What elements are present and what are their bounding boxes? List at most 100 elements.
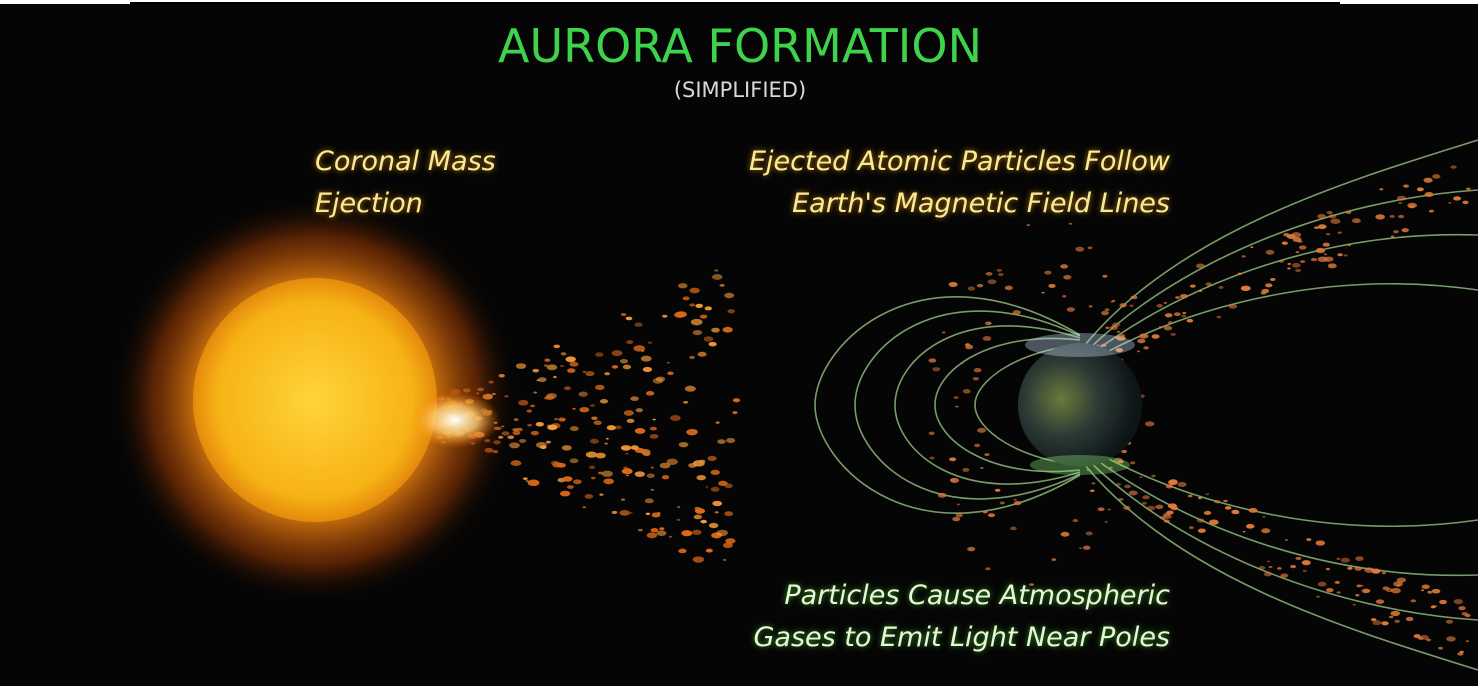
particle [670, 415, 681, 421]
particle [1403, 184, 1409, 187]
particle [1328, 263, 1337, 268]
particle [641, 350, 644, 352]
particle [724, 511, 733, 516]
particle [1364, 567, 1374, 573]
particle [1151, 475, 1155, 477]
particle [1107, 508, 1111, 510]
particle [938, 493, 947, 498]
particle [1190, 285, 1196, 288]
particle [1142, 495, 1149, 499]
particle [1466, 188, 1471, 191]
particle [1118, 498, 1123, 501]
title: AURORA FORMATION [498, 19, 982, 73]
particle [621, 499, 625, 501]
particle [1297, 240, 1302, 243]
particle [973, 377, 979, 381]
particle [598, 472, 603, 475]
particle [519, 439, 526, 443]
particle [1137, 339, 1145, 344]
particle [967, 547, 975, 552]
particle [689, 356, 695, 359]
particle [1105, 521, 1108, 523]
particle [567, 485, 574, 489]
particle [1318, 582, 1327, 587]
particle [1423, 178, 1432, 183]
particle [723, 327, 733, 333]
particle [1112, 322, 1120, 327]
particle [1323, 243, 1330, 247]
particle [724, 293, 734, 299]
particle [638, 529, 643, 532]
particle [727, 309, 735, 313]
particle [1027, 224, 1030, 226]
particle [532, 369, 538, 373]
particle [552, 462, 562, 468]
particle [1448, 202, 1451, 204]
particle [974, 368, 982, 372]
particle [985, 321, 992, 325]
particle [627, 419, 635, 423]
particle [1277, 567, 1282, 570]
particle [1379, 188, 1383, 190]
label-line: Ejection [315, 188, 423, 219]
particle [662, 475, 669, 479]
particle [1197, 518, 1205, 522]
particle [1316, 596, 1320, 598]
particle [650, 427, 657, 431]
particle [1337, 591, 1341, 593]
particle [589, 466, 595, 469]
particle [1317, 214, 1325, 219]
particle [1287, 268, 1290, 270]
particle [726, 438, 735, 443]
particle [579, 392, 588, 397]
particle [1279, 260, 1284, 263]
particle [1292, 263, 1301, 268]
particle [1411, 599, 1416, 602]
particle [1223, 500, 1228, 503]
particle [683, 401, 688, 404]
particle [950, 479, 955, 482]
particle [984, 453, 989, 456]
particle [573, 479, 582, 484]
particle [1393, 230, 1399, 233]
particle [1225, 506, 1231, 510]
particle [965, 345, 973, 349]
particle [676, 519, 680, 521]
particle [612, 511, 618, 514]
particle [1355, 594, 1359, 596]
particle [1159, 326, 1163, 328]
particle [689, 303, 695, 306]
particle [709, 342, 717, 347]
particle [612, 350, 623, 356]
particle [566, 356, 576, 362]
particle [1282, 241, 1288, 244]
particle [1209, 520, 1219, 525]
particle [693, 556, 704, 562]
particle [652, 513, 661, 518]
particle [1130, 305, 1134, 307]
particle [1353, 604, 1356, 606]
particle [630, 512, 633, 514]
particle [1044, 271, 1051, 275]
particle [1105, 327, 1109, 329]
particle [720, 284, 725, 287]
particle [1295, 557, 1301, 560]
particle [585, 371, 594, 376]
particle [1371, 618, 1376, 621]
particle [1142, 502, 1147, 505]
particle [659, 527, 664, 530]
particle [705, 486, 708, 488]
particle [1121, 334, 1126, 337]
particle [715, 511, 719, 513]
particle [949, 282, 958, 287]
particle [600, 399, 608, 404]
particle [1457, 652, 1463, 655]
particle [561, 352, 567, 355]
particle [1466, 640, 1469, 642]
particle [1145, 421, 1154, 426]
particle [1347, 567, 1352, 570]
particle [1062, 295, 1066, 297]
particle [570, 426, 579, 431]
particle [1229, 304, 1238, 309]
particle [1090, 489, 1095, 492]
